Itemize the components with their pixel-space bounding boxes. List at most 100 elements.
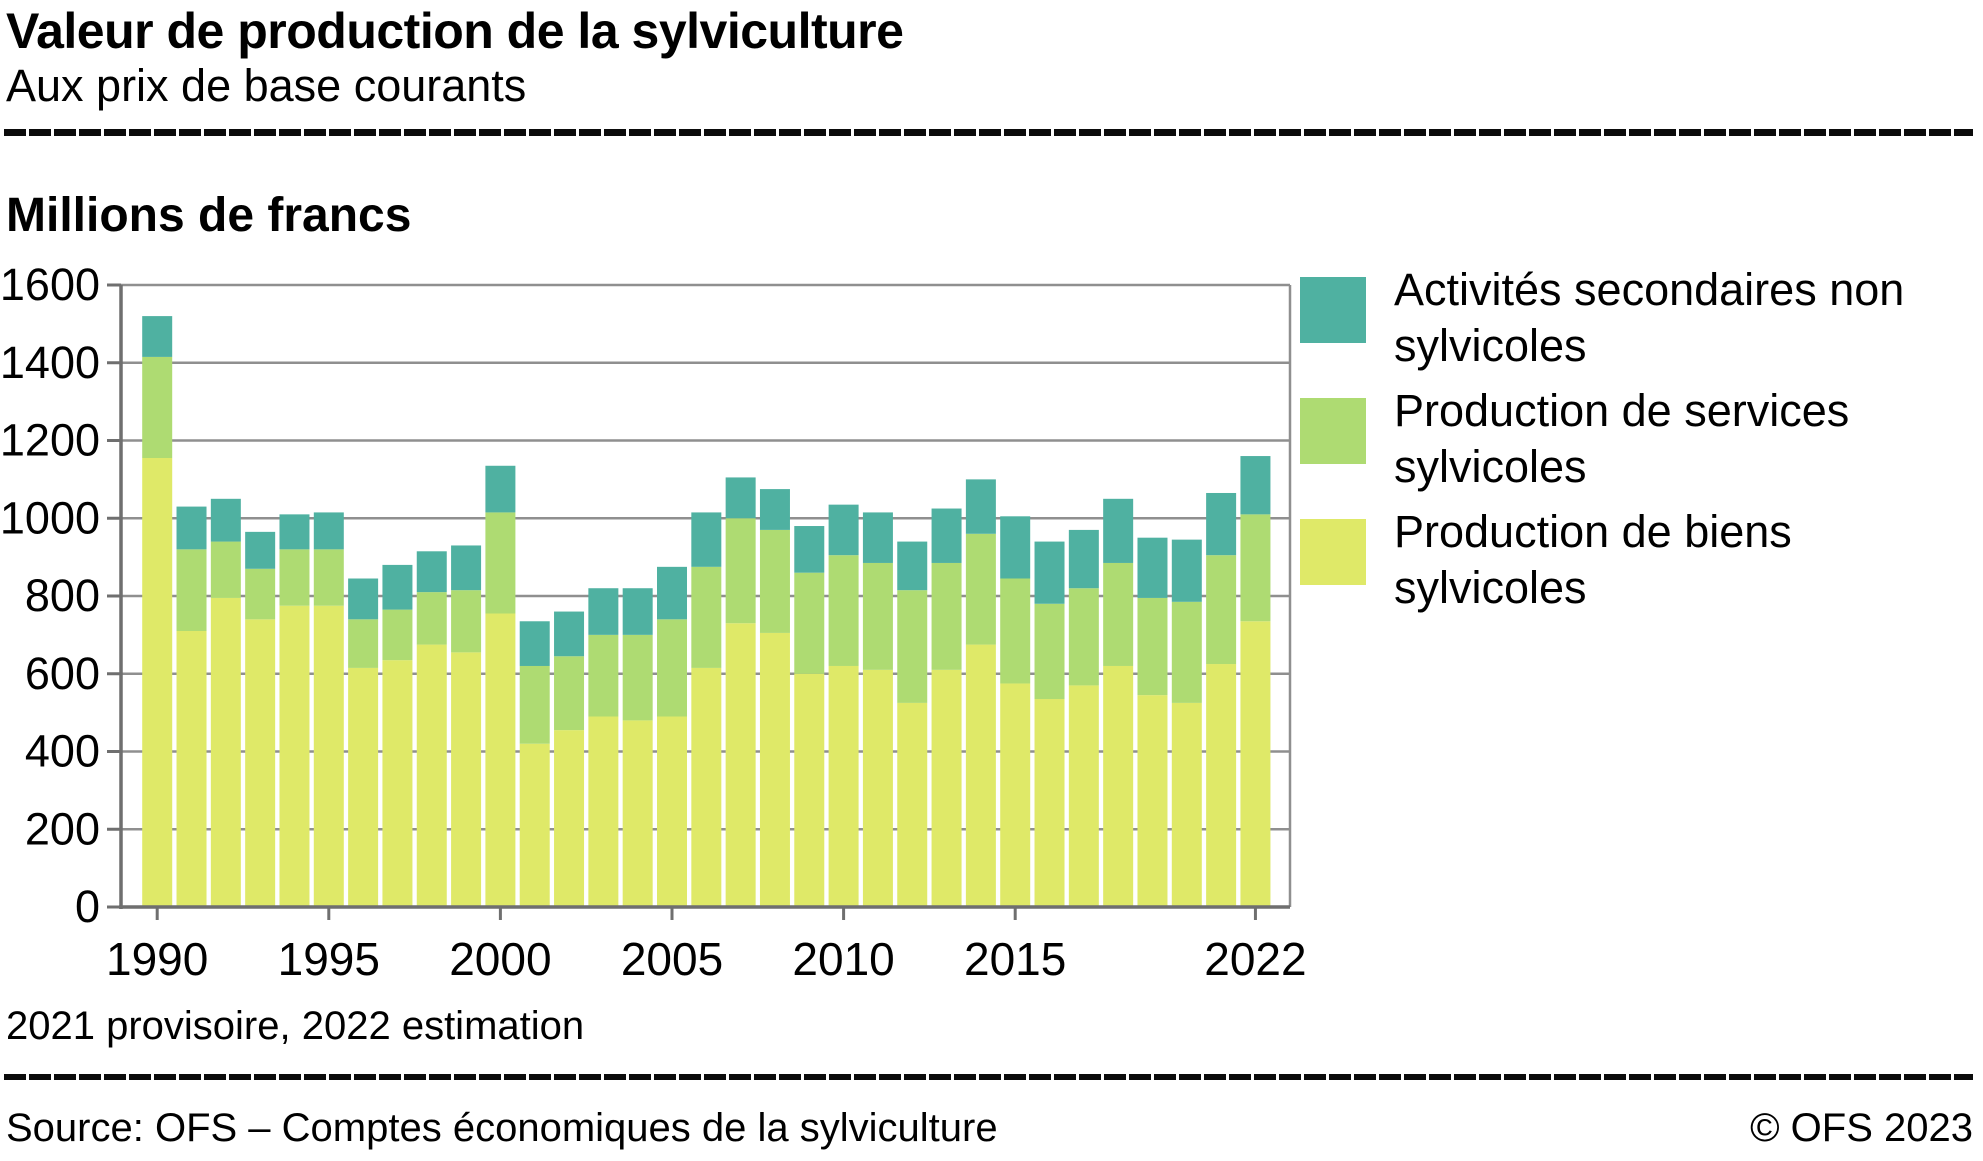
bar-segment-2013 (931, 562, 962, 670)
bar-segment-2008 (759, 529, 790, 633)
bar-segment-2011 (862, 669, 893, 907)
x-tick-label: 2015 (964, 933, 1066, 985)
legend-label-services: Production de services sylvicoles (1394, 385, 1850, 492)
bar-segment-1994 (279, 605, 310, 907)
y-tick-label: 600 (25, 648, 100, 699)
bar-segment-2005 (657, 566, 687, 620)
page-title: Valeur de production de la sylviculture (6, 3, 904, 59)
legend-swatch-biens (1300, 519, 1366, 585)
source-text: Source: OFS – Comptes économiques de la … (6, 1106, 998, 1150)
y-tick-label: 1400 (0, 337, 100, 388)
bar-segment-2015 (1000, 516, 1031, 579)
bar-segment-2009 (794, 572, 825, 674)
x-tick-label: 2022 (1204, 933, 1306, 985)
bar-segment-2019 (1137, 597, 1168, 696)
bar-segment-2003 (588, 634, 619, 717)
bar-segment-1998 (416, 644, 447, 907)
bar-segment-1990 (142, 457, 173, 907)
bar-segment-2020 (1171, 601, 1202, 703)
bar-segment-2000 (485, 465, 516, 513)
legend-swatch-services (1300, 398, 1366, 464)
bar-segment-2001 (519, 665, 550, 744)
x-tick-label: 2010 (792, 933, 894, 985)
legend-label-biens: Production de biens sylvicoles (1394, 506, 1792, 613)
bar-segment-2016 (1034, 541, 1065, 604)
x-tick-label: 1990 (106, 933, 208, 985)
y-axis-unit-label: Millions de francs (6, 189, 412, 242)
bar-segment-2009 (794, 526, 825, 573)
bar-segment-1990 (142, 356, 173, 458)
bar-segment-1995 (313, 549, 344, 606)
bar-segment-2002 (554, 611, 585, 657)
bar-segment-2014 (965, 644, 996, 907)
x-tick-label: 2005 (621, 933, 723, 985)
legend-swatch-activites (1300, 277, 1366, 343)
y-tick-label: 1600 (0, 259, 100, 310)
bar-segment-2015 (1000, 578, 1031, 684)
bar-segment-1994 (279, 549, 310, 606)
legend-entry-activites: Activités secondaires non sylvicoles (1300, 262, 1960, 374)
bar-segment-1996 (348, 667, 379, 907)
bar-segment-1999 (451, 590, 482, 653)
bar-segment-2022 (1240, 456, 1271, 515)
bar-segment-1991 (176, 549, 207, 631)
y-tick-label: 0 (75, 881, 100, 932)
bar-segment-2014 (965, 533, 996, 645)
bar-segment-2003 (588, 716, 619, 907)
bar-segment-1993 (245, 619, 276, 907)
bar-segment-2018 (1103, 498, 1134, 563)
bar-segment-2012 (897, 541, 928, 591)
y-tick-label: 200 (25, 803, 100, 854)
bar-segment-2005 (657, 619, 687, 717)
bar-segment-2010 (828, 555, 859, 666)
legend-entry-biens: Production de biens sylvicoles (1300, 504, 1960, 616)
bar-segment-1997 (382, 564, 413, 610)
bar-segment-1996 (348, 578, 379, 620)
bar-segment-2007 (725, 477, 756, 519)
bar-segment-1997 (382, 660, 413, 907)
bar-segment-1996 (348, 619, 379, 668)
bar-segment-2006 (691, 667, 722, 907)
y-tick-label: 800 (25, 570, 100, 621)
bar-segment-2007 (725, 518, 756, 624)
copyright-text: © OFS 2023 (1750, 1106, 1973, 1150)
chart-legend: Activités secondaires non sylvicoles Pro… (1300, 262, 1960, 625)
bar-segment-1992 (210, 541, 241, 598)
bar-segment-2020 (1171, 702, 1202, 907)
bar-segment-2000 (485, 613, 516, 907)
y-tick-label: 1200 (0, 415, 100, 466)
bar-segment-1992 (210, 498, 241, 542)
bar-segment-2022 (1240, 621, 1271, 907)
bar-segment-1998 (416, 551, 447, 593)
bar-segment-2015 (1000, 683, 1031, 907)
bar-segment-2001 (519, 743, 550, 907)
bar-segment-2006 (691, 566, 722, 668)
bar-segment-2011 (862, 562, 893, 670)
bar-segment-1993 (245, 568, 276, 620)
bar-segment-2013 (931, 669, 962, 907)
bar-segment-2017 (1068, 685, 1099, 907)
bar-segment-2021 (1206, 664, 1237, 907)
bar-segment-1993 (245, 531, 276, 569)
bar-segment-1999 (451, 652, 482, 907)
bar-segment-2016 (1034, 603, 1065, 700)
bottom-separator-line (4, 1074, 1973, 1080)
bar-segment-2007 (725, 623, 756, 907)
bar-segment-2004 (622, 720, 653, 907)
bar-segment-2021 (1206, 555, 1237, 665)
bar-segment-2017 (1068, 529, 1099, 589)
bar-segment-1997 (382, 609, 413, 661)
footnote: 2021 provisoire, 2022 estimation (6, 1004, 585, 1048)
bar-segment-2008 (759, 489, 790, 530)
legend-entry-services: Production de services sylvicoles (1300, 383, 1960, 495)
bar-segment-2013 (931, 508, 962, 563)
bar-segment-1999 (451, 545, 482, 591)
bar-segment-1991 (176, 630, 207, 907)
bar-segment-2014 (965, 479, 996, 534)
bar-segment-2022 (1240, 514, 1271, 622)
bar-segment-2020 (1171, 539, 1202, 602)
bar-segment-2010 (828, 504, 859, 556)
bar-segment-2012 (897, 702, 928, 907)
bar-segment-1991 (176, 506, 207, 550)
